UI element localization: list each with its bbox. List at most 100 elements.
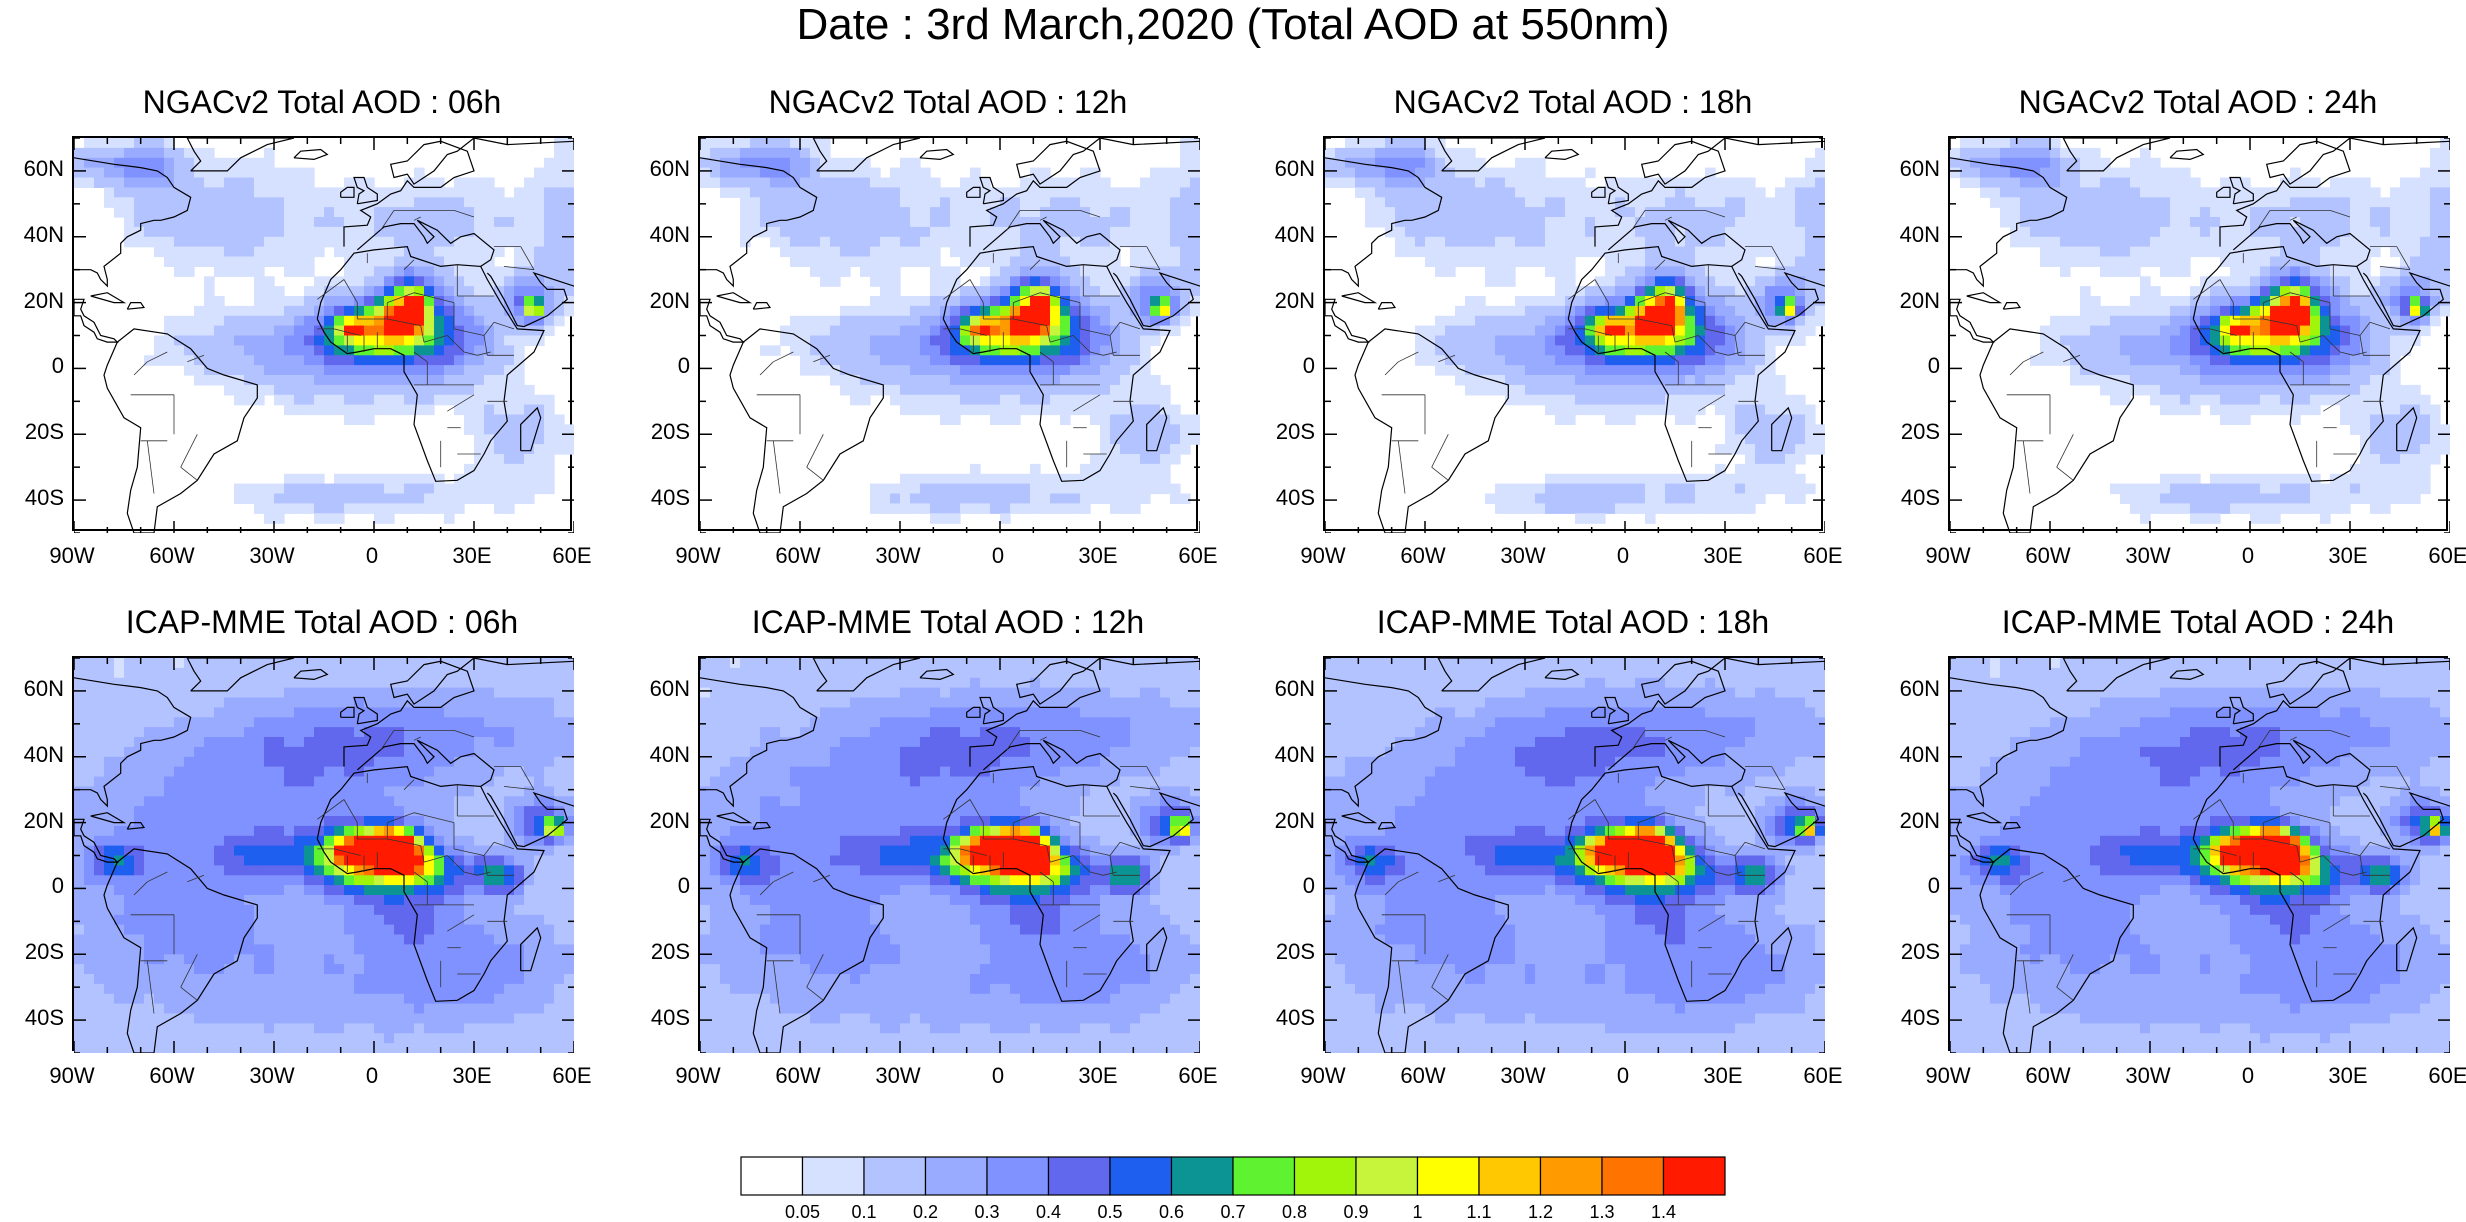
lon-tick-label: 30E xyxy=(1078,1063,1118,1088)
lat-tick-label: 20S xyxy=(1900,419,1940,445)
lon-tick-label: 30W xyxy=(249,1063,295,1088)
lon-tick-label: 30E xyxy=(452,1063,492,1088)
colorbar-bin xyxy=(1416,1156,1480,1196)
lon-tick-label: 30E xyxy=(1703,1063,1743,1088)
lat-tick-label: 40S xyxy=(1275,1005,1315,1031)
aod-map xyxy=(700,658,1200,1053)
lat-tick-label: 40S xyxy=(1275,485,1315,511)
lat-tick-label: 40S xyxy=(24,485,64,511)
lat-tick-label: 0 xyxy=(51,873,64,899)
coastlines xyxy=(1950,658,2450,1053)
colorbar-label: 0.7 xyxy=(1220,1202,1246,1222)
coastlines xyxy=(700,658,1200,1053)
colorbar-bin xyxy=(1170,1156,1234,1196)
lat-tick-label: 40N xyxy=(1274,221,1315,247)
lat-tick-label: 40S xyxy=(1900,485,1940,511)
panel-title: ICAP-MME Total AOD : 18h xyxy=(1376,604,1770,640)
axis-ticks xyxy=(1950,138,2450,533)
lon-tick-label: 60W xyxy=(1400,543,1446,568)
lat-tick-label: 60N xyxy=(1274,155,1315,181)
lat-tick-label: 20S xyxy=(1275,419,1315,445)
lon-tick-label: 60W xyxy=(149,1063,195,1088)
coastlines xyxy=(700,138,1200,533)
aod-map xyxy=(1950,138,2450,533)
colorbar-bin xyxy=(1232,1156,1296,1196)
lat-tick-label: 60N xyxy=(23,155,64,181)
panel-title: ICAP-MME Total AOD : 24h xyxy=(2001,604,2395,640)
axis-ticks xyxy=(74,138,574,533)
aod-field xyxy=(1325,138,1825,524)
lon-tick-label: 0 xyxy=(991,1063,1005,1088)
map-panel-ngac-06h: NGACv2 Total AOD : 06h 60N 40N 20N 0 20S 40S 90… xyxy=(24,84,592,568)
lat-tick-label: 40N xyxy=(1899,221,1940,247)
lat-tick-label: 60N xyxy=(1899,155,1940,181)
lon-tick-label: 0 xyxy=(1616,543,1630,568)
lat-tick-label: 40N xyxy=(649,221,690,247)
axis-ticks xyxy=(1325,658,1825,1053)
aod-map xyxy=(1950,658,2450,1053)
lat-tick-label: 0 xyxy=(1927,353,1940,379)
colorbar-bin xyxy=(1293,1156,1357,1196)
lat-tick-label: 20N xyxy=(649,287,690,313)
lon-tick-label: 90W xyxy=(49,1063,95,1088)
panel-title: NGACv2 Total AOD : 18h xyxy=(1393,84,1753,120)
map-frame xyxy=(72,656,574,1053)
map-panel-ngac-12h: NGACv2 Total AOD : 12h 60N 40N 20N 0 20S 40S 90… xyxy=(650,84,1218,568)
lat-tick-label: 20N xyxy=(23,807,64,833)
lon-tick-label: 30E xyxy=(452,543,492,568)
map-panel-icap-12h: ICAP-MME Total AOD : 12h 60N 40N 20N 0 20S 40S… xyxy=(650,604,1218,1088)
colorbar-label: 0.4 xyxy=(1035,1202,1062,1222)
map-panel-icap-06h: ICAP-MME Total AOD : 06h 60N 40N 20N 0 20S 40S… xyxy=(24,604,592,1088)
lat-tick-label: 40S xyxy=(1900,1005,1940,1031)
lon-tick-label: 90W xyxy=(675,543,721,568)
lon-tick-label: 30E xyxy=(1078,543,1118,568)
lat-tick-label: 20S xyxy=(1275,939,1315,965)
lon-tick-label: 60E xyxy=(1178,543,1218,568)
lat-tick-label: 20S xyxy=(650,419,690,445)
lat-tick-label: 0 xyxy=(1302,873,1315,899)
map-frame xyxy=(72,136,574,533)
lat-tick-label: 40N xyxy=(1274,741,1315,767)
axis-ticks xyxy=(1325,138,1825,533)
country-borders xyxy=(756,210,1161,494)
lon-tick-label: 90W xyxy=(1925,1063,1971,1088)
lat-tick-label: 0 xyxy=(1927,873,1940,899)
lon-tick-label: 60E xyxy=(2428,1063,2466,1088)
lat-tick-label: 20S xyxy=(24,939,64,965)
lon-tick-label: 0 xyxy=(365,543,379,568)
panel-title: NGACv2 Total AOD : 24h xyxy=(2018,84,2378,120)
colorbar-bin xyxy=(1109,1156,1173,1196)
colorbar-label: 0.5 xyxy=(1097,1202,1123,1222)
lon-tick-label: 60W xyxy=(775,1063,821,1088)
lat-tick-label: 0 xyxy=(677,873,690,899)
colorbar-label: 0.05 xyxy=(784,1202,821,1222)
country-borders xyxy=(756,730,1161,1014)
country-borders xyxy=(2006,730,2411,1014)
colorbar-label: 0.9 xyxy=(1343,1202,1369,1222)
colorbar-label: 0.2 xyxy=(912,1202,939,1222)
lon-tick-label: 90W xyxy=(49,543,95,568)
map-frame xyxy=(698,656,1200,1053)
aod-colorbar xyxy=(740,1156,1726,1196)
lon-tick-label: 30W xyxy=(1500,543,1546,568)
lon-tick-label: 90W xyxy=(1925,543,1971,568)
colorbar-bin xyxy=(1047,1156,1111,1196)
panel-title: ICAP-MME Total AOD : 12h xyxy=(751,604,1145,640)
lon-tick-label: 60W xyxy=(2025,543,2071,568)
lon-tick-label: 60W xyxy=(1400,1063,1446,1088)
lat-tick-label: 40S xyxy=(650,1005,690,1031)
country-borders xyxy=(130,730,535,1014)
map-frame xyxy=(1323,656,1825,1053)
lat-tick-label: 20N xyxy=(23,287,64,313)
colorbar-label: 1.2 xyxy=(1527,1202,1554,1222)
lat-tick-label: 40S xyxy=(24,1005,64,1031)
colorbar-label: 1.3 xyxy=(1589,1202,1615,1222)
aod-map xyxy=(1325,138,1825,533)
colorbar-bin xyxy=(924,1156,988,1196)
lon-tick-label: 60W xyxy=(149,543,195,568)
lon-tick-label: 60E xyxy=(2428,543,2466,568)
lon-tick-label: 30W xyxy=(2125,1063,2171,1088)
lat-tick-label: 40N xyxy=(649,741,690,767)
map-panel-ngac-24h: NGACv2 Total AOD : 24h 60N 40N 20N 0 20S 40S 90… xyxy=(1900,84,2466,568)
colorbar-bin xyxy=(1355,1156,1419,1196)
